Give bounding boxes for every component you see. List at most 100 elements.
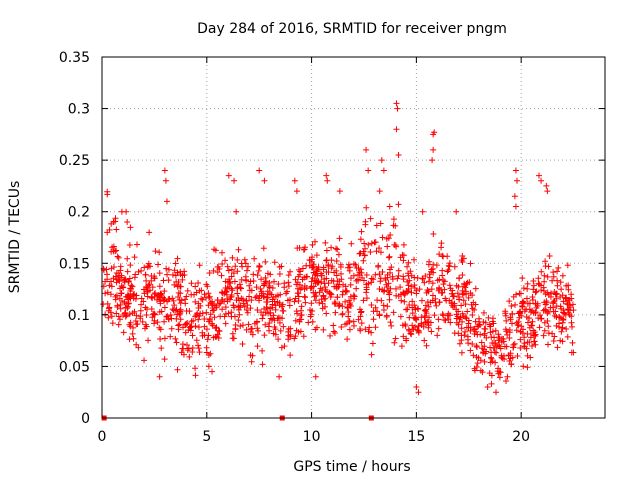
data-point <box>368 351 375 358</box>
data-point <box>356 306 363 313</box>
data-point <box>129 293 136 300</box>
data-point <box>307 306 314 313</box>
data-point <box>517 336 524 343</box>
data-point <box>238 295 245 302</box>
data-point <box>244 309 251 316</box>
data-point <box>276 314 283 321</box>
data-point <box>252 294 259 301</box>
data-point <box>346 319 353 326</box>
data-point <box>408 289 415 296</box>
data-point <box>313 292 320 299</box>
data-point <box>298 303 305 310</box>
data-point <box>286 296 293 303</box>
data-point <box>446 312 453 319</box>
data-point <box>172 260 179 267</box>
data-point <box>298 307 305 314</box>
data-point <box>503 378 510 385</box>
data-point <box>226 276 233 283</box>
data-point <box>332 309 339 316</box>
data-point <box>370 316 377 323</box>
data-point <box>387 231 394 238</box>
data-point <box>246 293 253 300</box>
data-point <box>568 319 575 326</box>
data-point <box>330 322 337 329</box>
data-point <box>513 291 520 298</box>
data-point <box>322 239 329 246</box>
data-point <box>418 297 425 304</box>
data-point <box>512 301 519 308</box>
data-point <box>390 222 397 229</box>
data-point <box>161 167 168 174</box>
data-point <box>238 285 245 292</box>
data-point <box>151 293 158 300</box>
data-point <box>238 260 245 267</box>
data-point <box>108 278 115 285</box>
data-point <box>472 285 479 292</box>
data-point <box>547 293 554 300</box>
data-point <box>409 326 416 333</box>
data-point <box>271 259 278 266</box>
data-point <box>380 167 387 174</box>
data-point <box>476 321 483 328</box>
data-point <box>336 188 343 195</box>
data-point <box>247 352 254 359</box>
data-point <box>392 242 399 249</box>
data-point <box>185 345 192 352</box>
data-point <box>559 292 566 299</box>
data-point <box>454 290 461 297</box>
data-point <box>373 222 380 229</box>
data-point <box>507 355 514 362</box>
data-point <box>105 314 112 321</box>
data-point <box>511 340 518 347</box>
data-point <box>565 305 572 312</box>
data-point <box>295 297 302 304</box>
data-point <box>463 324 470 331</box>
data-point <box>406 277 413 284</box>
data-point <box>362 218 369 225</box>
data-point <box>551 288 558 295</box>
data-point <box>524 319 531 326</box>
data-point <box>498 352 505 359</box>
data-point <box>177 290 184 297</box>
data-point <box>239 322 246 329</box>
data-point <box>377 249 384 256</box>
data-point <box>564 300 571 307</box>
data-point <box>164 271 171 278</box>
data-point <box>465 294 472 301</box>
data-point <box>287 325 294 332</box>
data-point <box>512 167 519 174</box>
data-point <box>551 333 558 340</box>
data-point <box>125 278 132 285</box>
data-point <box>459 259 466 266</box>
data-point <box>559 319 566 326</box>
data-point <box>346 297 353 304</box>
data-point <box>395 151 402 158</box>
data-point <box>199 310 206 317</box>
data-point <box>365 328 372 335</box>
data-point <box>363 146 370 153</box>
data-point <box>502 312 509 319</box>
data-point <box>430 269 437 276</box>
data-point <box>266 320 273 327</box>
data-point <box>222 257 229 264</box>
data-point <box>192 365 199 372</box>
data-point <box>265 282 272 289</box>
data-point <box>186 353 193 360</box>
data-point <box>570 349 577 356</box>
data-point <box>313 265 320 272</box>
data-point <box>310 269 317 276</box>
data-point <box>515 310 522 317</box>
data-point <box>521 334 528 341</box>
data-point <box>127 288 134 295</box>
data-point <box>156 270 163 277</box>
data-point <box>248 297 255 304</box>
data-point <box>357 325 364 332</box>
data-point <box>532 289 539 296</box>
data-point <box>325 280 332 287</box>
data-point <box>408 283 415 290</box>
data-point <box>182 329 189 336</box>
data-point <box>455 283 462 290</box>
data-point <box>418 314 425 321</box>
data-point <box>535 275 542 282</box>
